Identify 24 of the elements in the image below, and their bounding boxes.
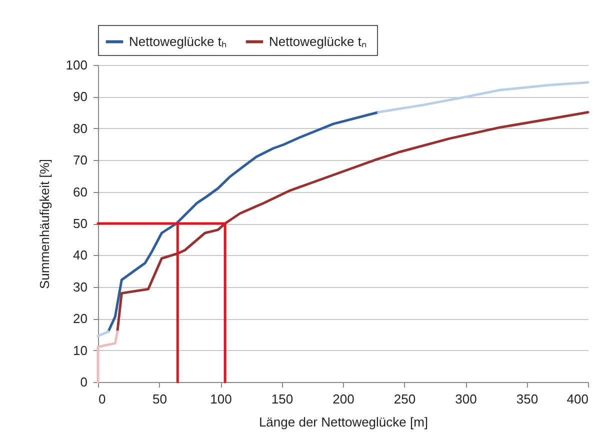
y-tick-label: 70 bbox=[73, 152, 88, 168]
y-tick-label: 30 bbox=[73, 279, 88, 294]
y-tick-label: 40 bbox=[73, 248, 88, 263]
legend-label: Nettoweglücke tₙ bbox=[269, 34, 366, 49]
x-tick-label: 300 bbox=[455, 392, 477, 406]
y-tick-label: 50 bbox=[73, 216, 88, 231]
y-tick-label: 90 bbox=[73, 89, 88, 104]
y-tick-label: 20 bbox=[73, 311, 88, 326]
y-tick-label: 60 bbox=[73, 184, 88, 200]
y-axis-title: Summenhäufigkeit [%] bbox=[36, 158, 52, 290]
y-tick-label: 0 bbox=[80, 374, 88, 390]
x-tick-label: 0 bbox=[98, 392, 106, 406]
x-tick-label: 350 bbox=[516, 392, 538, 406]
x-tick-label: 400 bbox=[566, 392, 588, 406]
y-tick-label: 80 bbox=[73, 120, 88, 136]
x-tick-label: 100 bbox=[210, 392, 232, 406]
x-tick-label: 200 bbox=[332, 392, 354, 406]
x-tick-label: 250 bbox=[394, 392, 416, 406]
y-tick-label: 10 bbox=[73, 342, 88, 358]
legend-label: Nettoweglücke tₕ bbox=[129, 34, 226, 49]
x-tick-label: 150 bbox=[271, 392, 294, 406]
x-tick-label: 50 bbox=[152, 392, 167, 406]
x-axis-title: Länge der Nettoweglücke [m] bbox=[258, 414, 428, 430]
y-tick-label: 100 bbox=[66, 58, 88, 72]
